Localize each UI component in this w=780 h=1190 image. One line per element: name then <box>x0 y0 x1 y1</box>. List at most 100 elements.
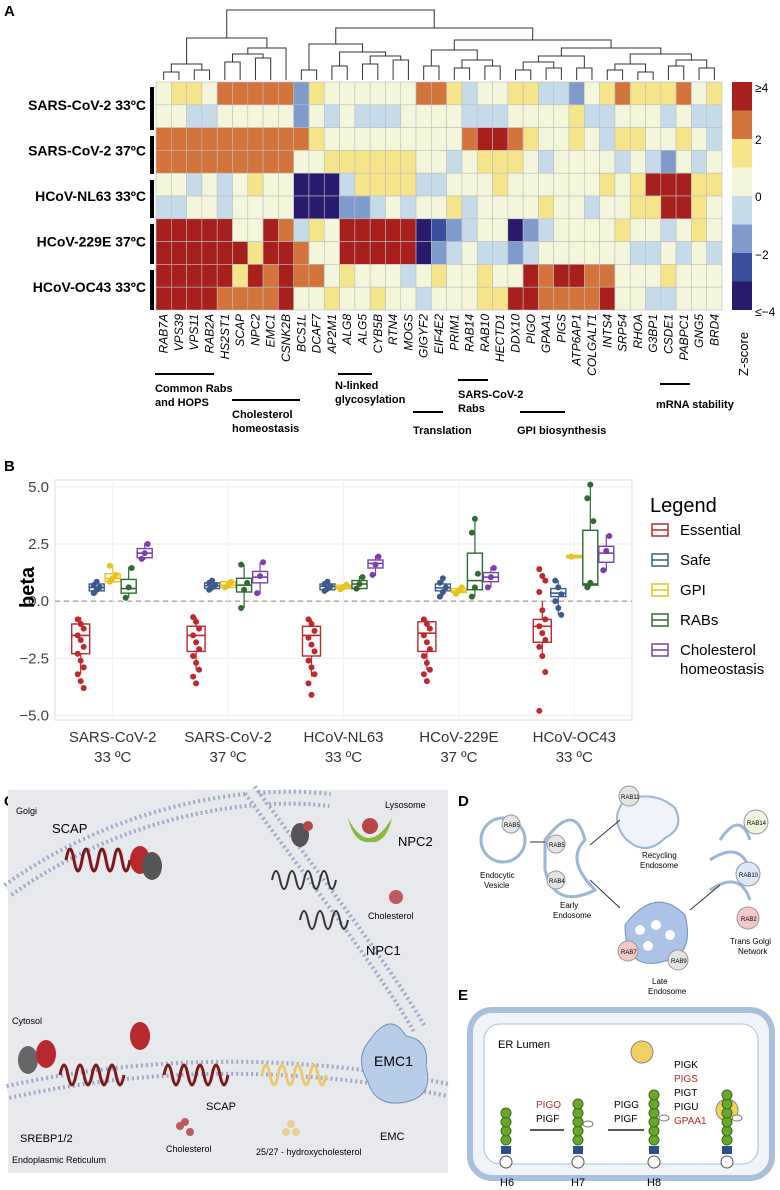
legend-label: homeostasis <box>680 661 764 678</box>
heatmap-column-label: GPAA1 <box>539 314 553 353</box>
y-tick-label: 0.0 <box>28 593 49 610</box>
heatmap-column-label: RTN4 <box>386 314 400 345</box>
heatmap-cell <box>262 195 279 220</box>
data-point <box>490 565 497 571</box>
heatmap-cell <box>431 286 447 311</box>
heatmap-cell <box>385 218 402 242</box>
heatmap-cell <box>247 241 264 265</box>
heatmap-cell <box>568 81 585 106</box>
heatmap-cell <box>400 218 417 242</box>
heatmap-cell <box>599 241 616 265</box>
box-rabs <box>235 561 253 611</box>
heatmap-cell <box>629 127 646 151</box>
data-point <box>353 585 360 592</box>
heatmap-cell <box>492 264 509 288</box>
heatmap-cell <box>645 104 662 128</box>
heatmap-cell <box>461 195 478 220</box>
box-cholesterol-homeostasis <box>251 559 269 597</box>
box-cholesterol-homeostasis <box>482 565 500 591</box>
box-safe <box>319 578 336 594</box>
heatmap-cell <box>476 127 493 151</box>
heatmap-column-label: RAB10 <box>478 314 492 352</box>
heatmap-cell <box>629 264 646 288</box>
heatmap-cell <box>431 195 447 220</box>
heatmap-cell <box>538 195 555 220</box>
heatmap-column-label: CYB5B <box>371 314 385 353</box>
data-point <box>436 593 443 600</box>
heatmap-column-label: DDX10 <box>508 314 522 353</box>
heatmap-cell <box>232 172 249 197</box>
panel-label-d: D <box>458 793 469 810</box>
heatmap-cell <box>293 286 310 311</box>
heatmap-cell <box>186 127 203 151</box>
data-point <box>369 571 376 578</box>
y-tick-label: 5.0 <box>28 479 49 496</box>
heatmap-cell <box>339 127 356 151</box>
heatmap-cell <box>400 286 417 311</box>
heatmap-cell <box>568 104 585 128</box>
heatmap-cell <box>369 150 386 174</box>
data-point <box>584 495 591 502</box>
heatmap-cell <box>706 241 723 265</box>
group-sars-rabs: SARS-CoV-2 Rabs <box>458 389 523 415</box>
heatmap-cell <box>461 218 478 242</box>
heatmap-cell <box>553 81 570 106</box>
heatmap-cell <box>323 218 340 242</box>
colorbar-tick: −2 <box>755 248 769 262</box>
heatmap-cell <box>446 264 463 288</box>
heatmap-cell <box>155 218 172 242</box>
data-point <box>125 584 132 591</box>
heatmap-cell <box>186 264 203 288</box>
heatmap-cell <box>614 241 631 265</box>
heatmap-cell <box>691 218 708 242</box>
heatmap-cell <box>278 195 294 220</box>
label-lysosome: Lysosome <box>385 800 426 810</box>
heatmap-cell <box>278 104 294 128</box>
heatmap-cell <box>415 104 432 128</box>
heatmap-cell <box>538 172 555 197</box>
heatmap-cell <box>568 127 585 151</box>
data-point <box>80 685 87 691</box>
heatmap-cell <box>232 218 249 242</box>
heatmap-column-label: GNG5 <box>692 314 706 348</box>
box-gpi <box>219 578 237 591</box>
data-point <box>77 637 84 643</box>
heatmap-cell <box>201 195 218 220</box>
heatmap-cell <box>247 127 264 151</box>
heatmap-cell <box>323 195 340 220</box>
heatmap-cell <box>492 218 509 242</box>
heatmap-cell <box>385 127 402 151</box>
heatmap-cell <box>461 241 478 265</box>
data-point <box>542 577 549 584</box>
heatmap-cell <box>216 195 233 220</box>
heatmap-cell <box>354 127 371 151</box>
heatmap-cell <box>278 218 294 242</box>
heatmap-cell <box>538 127 555 151</box>
heatmap-cell <box>706 286 723 311</box>
data-point <box>558 611 565 618</box>
heatmap-cell <box>614 150 631 174</box>
heatmap-cell <box>400 195 417 220</box>
data-point <box>420 671 427 678</box>
heatmap-cell <box>339 264 356 288</box>
heatmap-cell <box>461 150 478 174</box>
heatmap-cell <box>660 286 677 311</box>
heatmap-cell <box>415 264 432 288</box>
heatmap-cell <box>415 241 432 265</box>
heatmap-cell <box>186 104 203 128</box>
heatmap-cell <box>538 286 555 311</box>
heatmap-cell <box>216 241 233 265</box>
heatmap-cell <box>186 286 203 311</box>
heatmap-cell <box>201 127 218 151</box>
data-point <box>423 639 430 646</box>
panel-label-b: B <box>4 458 15 475</box>
data-point <box>193 680 200 687</box>
label-endocytic-vesicle: Endocytic Vesicle <box>480 871 515 890</box>
data-point <box>190 673 197 680</box>
heatmap-cell <box>431 127 447 151</box>
heatmap-cell <box>507 195 524 220</box>
svg-text:H7: H7 <box>571 1177 585 1189</box>
heatmap-cell <box>660 150 677 174</box>
heatmap-cell <box>293 81 310 106</box>
heatmap-cell <box>522 264 539 288</box>
